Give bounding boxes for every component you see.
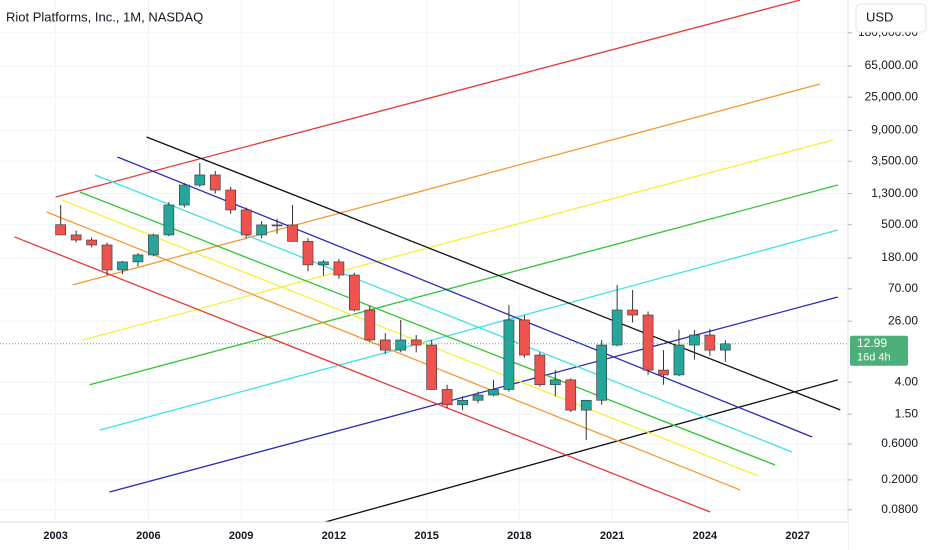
y-tick-label: 0.0800: [881, 502, 918, 516]
candle-body: [349, 274, 360, 311]
trend-line: [46, 211, 741, 491]
candle-body: [271, 224, 283, 227]
candle-body: [225, 189, 237, 211]
grid: [0, 0, 848, 522]
candle-body: [117, 261, 128, 271]
candle-body: [704, 334, 716, 351]
candle-body: [86, 239, 97, 246]
candle-body: [256, 224, 267, 236]
candle-body: [627, 309, 638, 316]
trend-line: [82, 139, 834, 341]
y-tick-label: 3,500.00: [871, 153, 918, 167]
candle-body: [209, 174, 221, 191]
chart-title: Riot Platforms, Inc., 1M, NASDAQ: [6, 9, 203, 24]
countdown-label: 16d 4h: [857, 352, 891, 364]
y-tick-label: 25,000.00: [865, 89, 919, 103]
trend-line: [89, 184, 838, 386]
y-tick-label: 65,000.00: [865, 58, 919, 72]
candle-body: [364, 309, 376, 341]
x-tick-label: 2015: [414, 530, 438, 542]
candle-body: [441, 389, 453, 406]
candle-body: [549, 379, 561, 386]
y-tick-label: 1.50: [895, 406, 919, 420]
candle-body: [565, 379, 577, 411]
y-tick-label: 70.00: [888, 281, 918, 295]
y-tick-label: 4.00: [895, 374, 919, 388]
candle-body: [55, 224, 66, 236]
y-tick-label: 26.00: [888, 313, 918, 327]
candle-body: [611, 309, 623, 346]
x-tick-label: 2003: [43, 530, 67, 542]
x-tick-label: 2024: [693, 530, 718, 542]
trend-line: [94, 174, 793, 453]
trend-line: [99, 229, 838, 431]
candle-body: [179, 184, 190, 206]
candle-body: [148, 234, 159, 256]
candle-body: [379, 339, 391, 351]
time-axis-panel: [0, 522, 848, 550]
candle-body: [519, 319, 530, 356]
y-tick-label: 9,000.00: [871, 123, 918, 137]
candle-body: [673, 344, 685, 376]
trend-line: [55, 0, 801, 198]
candle-body: [472, 394, 484, 401]
y-tick-label: 0.6000: [881, 436, 918, 450]
candle-body: [240, 209, 252, 236]
candle-body: [101, 244, 113, 271]
candles: [0, 163, 848, 440]
trend-line: [61, 199, 759, 477]
x-tick-label: 2027: [785, 530, 809, 542]
last-price-label: 12.99: [857, 336, 887, 350]
drawings: [14, 0, 841, 523]
trend-line: [146, 136, 841, 411]
trend-line: [109, 296, 838, 493]
x-tick-label: 2009: [229, 530, 253, 542]
candle-body: [333, 261, 345, 276]
candle-body: [395, 339, 407, 351]
y-tick-label: 500.00: [881, 217, 918, 231]
candle-body: [163, 204, 175, 236]
trend-line: [72, 83, 821, 286]
candle-body: [318, 261, 329, 266]
candle-body: [689, 334, 700, 346]
x-tick-label: 2006: [136, 530, 160, 542]
candle-body: [194, 174, 206, 186]
candle-body: [503, 319, 515, 390]
x-tick-label: 2018: [507, 530, 531, 542]
trend-line: [79, 191, 776, 466]
currency-button[interactable]: [855, 3, 927, 33]
trend-line: [325, 379, 838, 523]
candle-body: [580, 399, 592, 411]
candle-body: [302, 241, 314, 266]
candle-body: [287, 224, 298, 242]
candle-body: [720, 343, 731, 351]
candle-body: [658, 369, 669, 376]
y-tick-label: 1,300.00: [871, 186, 918, 200]
candle-body: [642, 314, 654, 371]
candle-body: [457, 399, 468, 406]
candle-body: [410, 339, 422, 346]
x-tick-label: 2021: [600, 530, 624, 542]
candle-body: [426, 344, 437, 390]
candle-body: [70, 234, 82, 241]
y-tick-label: 180.00: [881, 250, 918, 264]
last-price-box: [850, 335, 908, 366]
candle-body: [488, 389, 499, 396]
currency-label[interactable]: USD: [866, 9, 893, 24]
candle-body: [596, 344, 608, 401]
x-tick-label: 2012: [322, 530, 346, 542]
price-axis-panel: [848, 0, 932, 550]
y-tick-label: 0.2000: [881, 472, 918, 486]
trend-line: [14, 236, 711, 513]
candle-body: [534, 354, 546, 386]
candle-body: [132, 254, 144, 263]
